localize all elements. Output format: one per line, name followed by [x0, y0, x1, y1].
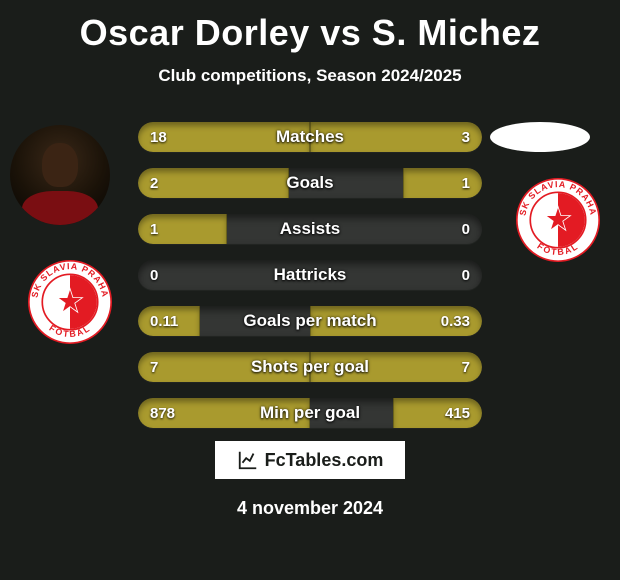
stat-row: 21Goals: [138, 168, 482, 198]
stat-row: 0.110.33Goals per match: [138, 306, 482, 336]
stat-row: 10Assists: [138, 214, 482, 244]
stat-fill-right: [310, 122, 482, 152]
page-subtitle: Club competitions, Season 2024/2025: [0, 66, 620, 86]
stat-fill-right: [310, 352, 482, 382]
stat-fill-left: [138, 214, 227, 244]
player-avatar-right: [490, 122, 590, 152]
stat-row: 0 0Hattricks: [138, 260, 482, 290]
footer-brand: FcTables.com: [215, 441, 405, 479]
player-avatar-left: [10, 125, 110, 225]
stat-fill-left: [138, 352, 310, 382]
chart-icon: [237, 449, 259, 471]
stat-fill-right: [310, 306, 482, 336]
stat-fill-left: [138, 168, 289, 198]
stat-fill-left: [138, 398, 310, 428]
page-title: Oscar Dorley vs S. Michez: [0, 0, 620, 54]
footer-brand-text: FcTables.com: [265, 450, 384, 471]
stat-row: 77Shots per goal: [138, 352, 482, 382]
club-badge-left: SK SLAVIA PRAHAFOTBAL: [28, 260, 112, 344]
stat-fill-right: [403, 168, 482, 198]
stat-label: Hattricks: [138, 260, 482, 290]
stats-container: 183Matches21Goals10Assists00Hattricks0.1…: [138, 122, 482, 444]
stat-value-right: 0: [462, 214, 470, 244]
stat-row: 183Matches: [138, 122, 482, 152]
stat-value-right: 0: [462, 260, 470, 290]
stat-row: 878415Min per goal: [138, 398, 482, 428]
stat-value-left: 0: [150, 260, 158, 290]
stat-fill-left: [138, 122, 310, 152]
stat-fill-left: [138, 306, 200, 336]
footer-date: 4 november 2024: [0, 498, 620, 519]
club-badge-right: SK SLAVIA PRAHAFOTBAL: [516, 178, 600, 262]
stat-fill-right: [393, 398, 482, 428]
